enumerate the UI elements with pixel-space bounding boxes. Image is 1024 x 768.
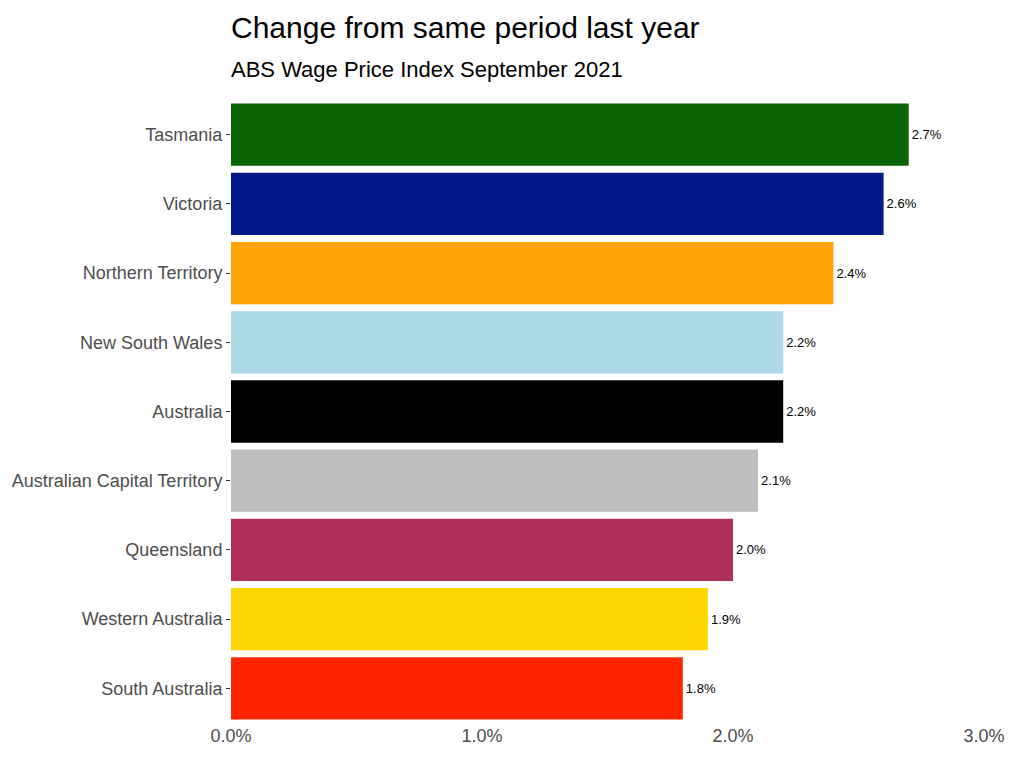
svg-text:Queensland: Queensland (125, 540, 222, 560)
svg-text:2.0%: 2.0% (712, 726, 753, 746)
svg-text:2.2%: 2.2% (786, 404, 816, 419)
svg-text:Northern Territory: Northern Territory (83, 263, 223, 283)
svg-text:2.4%: 2.4% (836, 266, 866, 281)
svg-text:Change from same period last y: Change from same period last yearABS Wag… (231, 11, 700, 82)
svg-text:0.0%: 0.0% (210, 726, 251, 746)
svg-text:1.8%: 1.8% (686, 681, 716, 696)
svg-text:Victoria: Victoria (163, 194, 224, 214)
svg-text:Australian Capital Territory: Australian Capital Territory (12, 471, 223, 491)
svg-text:2.0%: 2.0% (736, 542, 766, 557)
svg-text:1.9%: 1.9% (711, 612, 741, 627)
svg-text:2.6%: 2.6% (887, 196, 917, 211)
svg-text:2.2%: 2.2% (786, 335, 816, 350)
svg-text:3.0%: 3.0% (963, 726, 1004, 746)
svg-text:New South Wales: New South Wales (80, 333, 222, 353)
svg-text:South Australia: South Australia (101, 679, 223, 699)
svg-text:2.1%: 2.1% (761, 473, 791, 488)
svg-text:2.7%: 2.7% (912, 127, 942, 142)
svg-text:Australia: Australia (152, 402, 223, 422)
svg-text:Tasmania: Tasmania (145, 125, 223, 145)
svg-text:Western Australia: Western Australia (82, 609, 224, 629)
svg-text:1.0%: 1.0% (461, 726, 502, 746)
